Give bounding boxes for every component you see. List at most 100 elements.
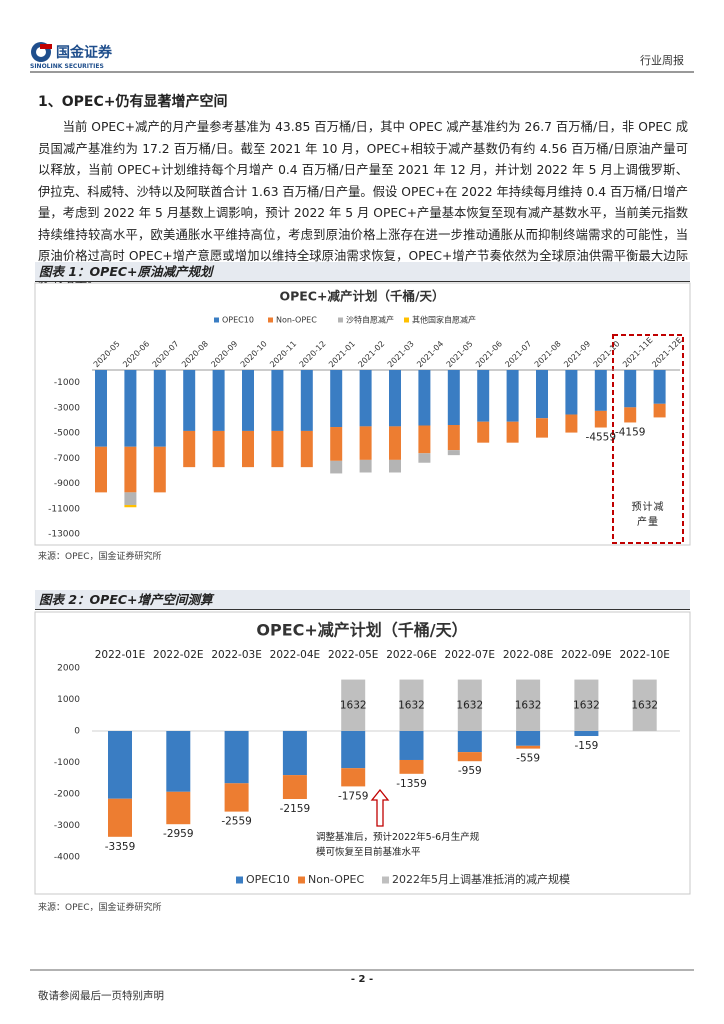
chart-title: OPEC+减产计划（千桶/天） xyxy=(279,289,444,304)
bar-segment xyxy=(477,370,490,422)
bar-segment xyxy=(516,679,541,731)
bar-segment xyxy=(389,459,401,473)
bar-segment xyxy=(447,370,460,426)
chart-title: OPEC+减产计划（千桶/天） xyxy=(256,621,467,640)
x-tick-label: 2022-08E xyxy=(503,649,554,661)
figure-source: 来源：OPEC，国金证券研究所 xyxy=(38,903,162,913)
body-paragraph: 当前 OPEC+减产的月产量参考基准为 43.85 百万桶/日，其中 OPEC … xyxy=(38,120,688,285)
bar-segment xyxy=(359,426,372,460)
x-tick-label: 2022-06E xyxy=(386,649,437,661)
legend-label: 2022年5月上调基准抵消的减产规模 xyxy=(392,872,570,886)
x-tick-label: 2021-04 xyxy=(415,339,445,369)
annotation-arrow xyxy=(370,788,390,827)
bar-segment xyxy=(536,370,548,419)
bar-segment xyxy=(574,731,599,737)
bar-segment xyxy=(183,370,196,431)
total-label: -959 xyxy=(458,765,482,777)
report-type: 行业周报 xyxy=(640,54,684,67)
bar-segment xyxy=(653,403,666,418)
legend-swatch xyxy=(214,317,219,323)
data-label: 1632 xyxy=(573,699,600,711)
x-tick-label: 2022-10E xyxy=(619,649,670,661)
page-number: - 2 - xyxy=(350,974,374,985)
section-title: 1、OPEC+仍有显著增产空间 xyxy=(38,94,228,110)
logo-subtext: SINOLINK SECURITIES xyxy=(30,63,104,70)
x-tick-label: 2020-10 xyxy=(239,339,269,369)
data-label: 1632 xyxy=(398,699,425,711)
bar-segment xyxy=(153,370,166,447)
bar-segment xyxy=(632,679,657,731)
y-tick-label: -11000 xyxy=(48,504,80,514)
chart-frame xyxy=(34,282,691,546)
logo-icon-inner xyxy=(36,47,46,57)
bar-segment xyxy=(457,731,482,753)
forecast-box xyxy=(612,334,684,544)
y-tick-label: -1000 xyxy=(54,758,80,768)
bar-segment xyxy=(594,370,607,411)
x-tick-label: 2020-06 xyxy=(121,339,151,369)
bar-segment xyxy=(282,731,307,776)
bar-segment xyxy=(536,418,548,438)
bar-segment xyxy=(153,446,166,493)
bar-segment xyxy=(653,370,666,404)
chart-annotation: 调整基准后，预计2022年5-6月生产规模可恢复至目前基准水平 xyxy=(316,832,480,858)
bar-segment xyxy=(166,731,191,792)
bar-segment xyxy=(565,370,578,415)
figure-source: 来源：OPEC，国金证券研究所 xyxy=(38,552,162,562)
x-tick-label: 2021-06 xyxy=(474,339,504,369)
x-tick-label: 2022-09E xyxy=(561,649,612,661)
bar-segment xyxy=(242,430,254,468)
legend-label: Non-OPEC xyxy=(308,873,364,886)
legend-swatch xyxy=(404,317,409,323)
bar-segment xyxy=(447,425,460,451)
bar-segment xyxy=(624,407,637,423)
legend-swatch xyxy=(268,317,273,323)
bar-segment xyxy=(330,427,343,461)
bar-segment xyxy=(183,430,196,468)
x-tick-label: 2021-09 xyxy=(562,339,592,369)
bar-segment xyxy=(516,745,541,749)
bar-segment xyxy=(418,425,431,454)
bar-segment xyxy=(300,370,313,431)
data-label: 1632 xyxy=(340,699,367,711)
bar-segment xyxy=(516,731,541,746)
bar-segment xyxy=(506,370,519,422)
bar-segment xyxy=(418,370,431,426)
y-tick-label: 2000 xyxy=(57,664,80,674)
total-label: -2959 xyxy=(163,828,194,840)
bar-segment xyxy=(212,370,225,431)
total-label: -2559 xyxy=(221,816,252,828)
total-label: -1359 xyxy=(396,778,427,790)
x-tick-label: 2021-02 xyxy=(356,339,386,369)
total-label: -2159 xyxy=(280,803,311,815)
legend-label: Non-OPEC xyxy=(276,316,317,325)
bar-segment xyxy=(271,370,284,431)
x-tick-label: 2021-12E xyxy=(650,336,684,370)
data-label: 1632 xyxy=(631,699,658,711)
bar-segment xyxy=(330,370,343,428)
chart-frame xyxy=(34,611,691,895)
y-tick-label: 1000 xyxy=(57,695,80,705)
x-tick-label: 2022-07E xyxy=(445,649,496,661)
bar-segment xyxy=(359,370,372,427)
bar-segment xyxy=(271,430,284,468)
x-tick-label: 2021-01 xyxy=(327,339,357,369)
total-label: -159 xyxy=(574,740,598,752)
x-tick-label: 2021-10 xyxy=(592,339,622,369)
figure-caption: 图表 2：OPEC+增产空间测算 xyxy=(35,590,690,610)
bar-segment xyxy=(418,453,431,463)
y-tick-label: -4000 xyxy=(54,853,80,863)
bar-segment xyxy=(565,414,578,433)
bar-segment xyxy=(457,752,482,762)
logo-icon-accent xyxy=(40,44,52,49)
y-tick-label: -3000 xyxy=(54,403,80,413)
data-label: 1632 xyxy=(515,699,542,711)
y-tick-label: -7000 xyxy=(54,454,80,464)
x-tick-label: 2022-03E xyxy=(211,649,262,661)
bar-segment xyxy=(95,446,107,493)
y-tick-label: -9000 xyxy=(54,479,80,489)
bar-segment xyxy=(242,370,254,431)
y-tick-label: -5000 xyxy=(54,429,80,439)
